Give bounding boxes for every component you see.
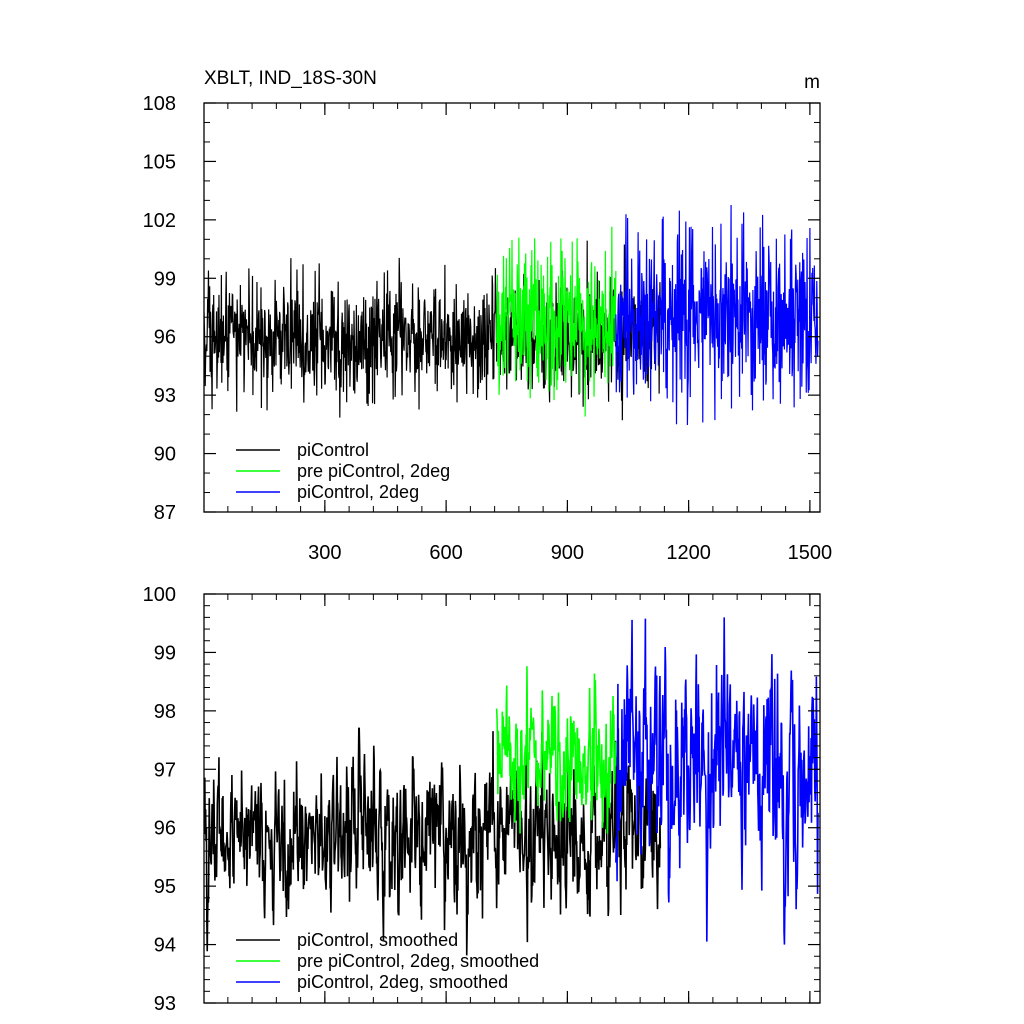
legend-label: piControl, 2deg: [297, 482, 419, 502]
y-tick-label: 96: [154, 818, 176, 840]
y-tick-label: 90: [154, 444, 176, 466]
x-tick-label: 1500: [788, 542, 833, 564]
legend-label: piControl: [297, 440, 369, 460]
x-tick-label: 600: [429, 542, 462, 564]
legend-label: pre piControl, 2deg: [297, 461, 450, 481]
chart-title: XBLT, IND_18S-30N: [204, 68, 377, 89]
legend-label: piControl, 2deg, smoothed: [297, 972, 508, 992]
legend-label: piControl, smoothed: [297, 930, 458, 950]
series-line-2: [495, 666, 617, 834]
plot-frame: [203, 593, 821, 1004]
y-tick-label: 99: [154, 268, 176, 290]
units-label: m: [804, 72, 820, 93]
series-line-3: [615, 204, 819, 425]
series-line-3: [615, 617, 819, 945]
plot-frame: [203, 102, 821, 513]
x-tick-label: 300: [308, 542, 341, 564]
chart-panel-top: 87 90 93 96 99 102 105 108 300 600 900 1200 1500 XBLT…: [143, 68, 833, 564]
x-tick-label: 1200: [666, 542, 711, 564]
y-tick-label: 99: [154, 642, 176, 664]
y-tick-label: 98: [154, 701, 176, 723]
y-tick-label: 108: [143, 93, 176, 115]
y-tick-label: 105: [143, 151, 176, 173]
x-tick-label: 900: [551, 542, 584, 564]
series-line-1: [204, 727, 662, 956]
y-tick-label: 96: [154, 327, 176, 349]
y-tick-label: 102: [143, 210, 176, 232]
y-tick-label: 93: [154, 385, 176, 407]
y-tick-label: 94: [154, 935, 176, 957]
y-tick-label: 87: [154, 502, 176, 524]
y-tick-label: 93: [154, 993, 176, 1015]
y-tick-label: 100: [143, 584, 176, 606]
chart-panel-bottom: 93 94 95 96 97 98 99 100 piControl, smoothedpre …: [143, 584, 821, 1015]
y-tick-label: 95: [154, 876, 176, 898]
series-line-2: [496, 226, 617, 417]
y-tick-label: 97: [154, 759, 176, 781]
legend-label: pre piControl, 2deg, smoothed: [297, 951, 539, 971]
